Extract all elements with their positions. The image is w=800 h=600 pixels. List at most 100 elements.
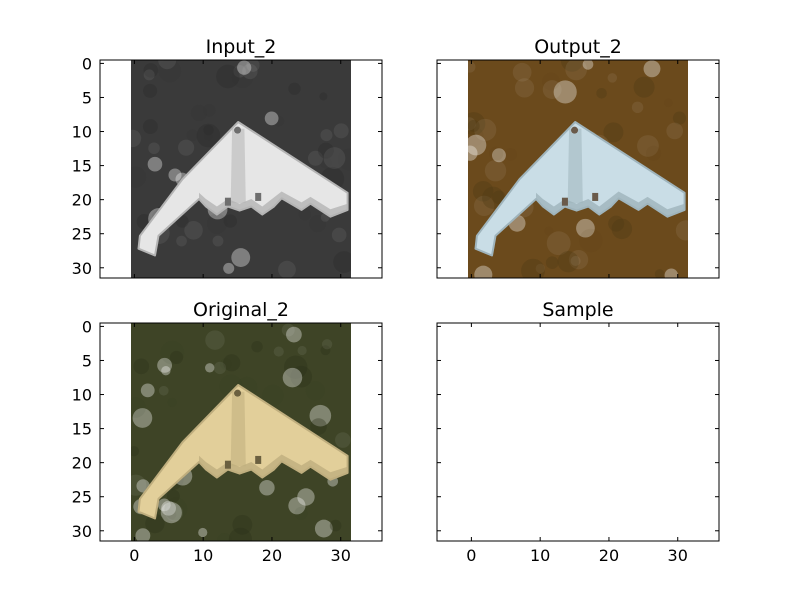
texture-blob <box>489 146 504 161</box>
texture-blob <box>161 366 171 376</box>
texture-blob <box>310 418 327 435</box>
texture-blob <box>220 358 232 370</box>
aircraft-shadow <box>536 191 685 217</box>
texture-blob <box>482 186 505 209</box>
aircraft-cockpit <box>234 126 242 134</box>
subplot-1: 0 5 10 15 20 25 30 Input_2 <box>72 36 383 279</box>
texture-blob <box>232 514 253 535</box>
texture-blob <box>166 509 177 520</box>
texture-blob <box>467 61 476 73</box>
aircraft-engine <box>255 192 262 201</box>
texture-blob <box>288 497 306 515</box>
texture-blob <box>130 129 142 148</box>
texture-blob <box>140 383 155 398</box>
texture-blob <box>467 112 486 136</box>
texture-blob <box>542 72 560 91</box>
texture-blob <box>467 134 487 156</box>
texture-blob <box>176 235 187 247</box>
texture-blob <box>288 82 301 95</box>
subplot-title: Sample <box>542 299 613 321</box>
texture-blob <box>184 221 203 240</box>
texture-blob <box>206 213 228 234</box>
texture-blob <box>161 500 176 516</box>
aircraft-engine <box>561 197 568 206</box>
texture-blob <box>157 357 173 373</box>
texture-blob <box>233 65 246 78</box>
y-tick-label: 25 <box>72 225 92 244</box>
texture-blob <box>231 248 251 268</box>
texture-blob <box>305 381 326 401</box>
texture-blob <box>298 208 312 221</box>
texture-blob <box>237 60 252 75</box>
y-tick-label: 5 <box>82 351 92 370</box>
texture-blob <box>198 527 208 538</box>
texture-blob <box>212 235 224 247</box>
texture-blob <box>467 145 478 161</box>
texture-blob <box>309 215 327 233</box>
texture-blob <box>557 251 579 273</box>
texture-blob <box>317 142 334 159</box>
texture-blob <box>631 101 644 114</box>
texture-blob <box>309 404 332 427</box>
texture-blob <box>160 340 185 365</box>
texture-blob <box>216 64 240 89</box>
texture-blob <box>633 76 655 98</box>
texture-blob <box>514 78 535 98</box>
texture-blob <box>545 256 559 270</box>
texture-blob <box>264 111 279 126</box>
texture-blob <box>157 498 171 512</box>
texture-blob <box>603 122 624 143</box>
texture-blob <box>202 103 216 117</box>
texture-blob <box>663 98 673 108</box>
y-tick-label: 5 <box>82 88 92 107</box>
x-tick-label: 10 <box>530 546 550 565</box>
texture-blob <box>167 397 177 408</box>
texture-blob <box>148 142 160 155</box>
texture-blob <box>672 111 687 125</box>
aircraft-shadow <box>199 454 348 480</box>
texture-blob <box>294 506 308 520</box>
axes-background <box>437 323 719 541</box>
texture-blob <box>228 527 252 541</box>
aircraft-engine <box>592 192 599 201</box>
aircraft-cockpit <box>571 126 579 134</box>
texture-blob <box>568 250 589 270</box>
texture-blob <box>282 367 303 388</box>
texture-blob <box>582 60 594 70</box>
texture-blob <box>467 117 476 131</box>
texture-blob <box>223 354 241 372</box>
texture-blob <box>164 497 188 521</box>
texture-blob <box>290 365 313 388</box>
texture-blob <box>297 488 315 506</box>
texture-blob <box>491 148 506 163</box>
texture-blob <box>553 80 577 104</box>
subplot-4: 0 10 20 30 Sample <box>436 299 720 565</box>
x-tick-label: 0 <box>129 546 139 565</box>
texture-blob <box>190 104 208 122</box>
texture-blob <box>166 489 180 503</box>
x-tick-label: 0 <box>466 546 476 565</box>
texture-blob <box>158 60 182 83</box>
texture-blob <box>135 528 151 541</box>
texture-blob <box>546 231 571 256</box>
y-tick-label: 10 <box>72 123 92 142</box>
y-tick-label: 20 <box>72 191 92 210</box>
y-tick-label: 20 <box>72 454 92 473</box>
texture-blob <box>637 135 659 157</box>
texture-blob <box>246 60 260 72</box>
texture-blob <box>213 361 227 375</box>
y-tick-label: 10 <box>72 386 92 405</box>
y-tick-label: 30 <box>72 259 92 278</box>
texture-blob <box>205 330 225 350</box>
texture-blob <box>160 502 182 524</box>
texture-blob <box>169 350 184 365</box>
image-3 <box>130 323 352 541</box>
aircraft-engine <box>255 455 262 464</box>
y-tick-label: 30 <box>72 522 92 541</box>
texture-blob <box>223 262 235 274</box>
texture-blob <box>143 83 158 98</box>
texture-blob <box>666 122 684 140</box>
texture-blob <box>521 258 545 278</box>
texture-blob <box>560 60 584 72</box>
texture-blob <box>664 268 679 278</box>
